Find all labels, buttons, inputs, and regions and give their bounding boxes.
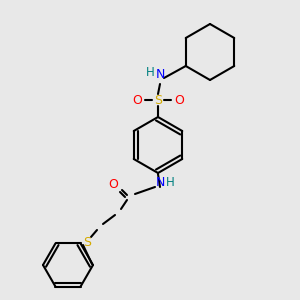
Text: O: O — [132, 94, 142, 106]
Text: H: H — [166, 176, 174, 188]
Text: N: N — [155, 68, 165, 80]
Text: N: N — [155, 176, 165, 188]
Text: S: S — [83, 236, 91, 248]
Text: O: O — [174, 94, 184, 106]
Text: O: O — [108, 178, 118, 190]
Text: H: H — [146, 67, 154, 80]
Text: S: S — [154, 94, 162, 106]
